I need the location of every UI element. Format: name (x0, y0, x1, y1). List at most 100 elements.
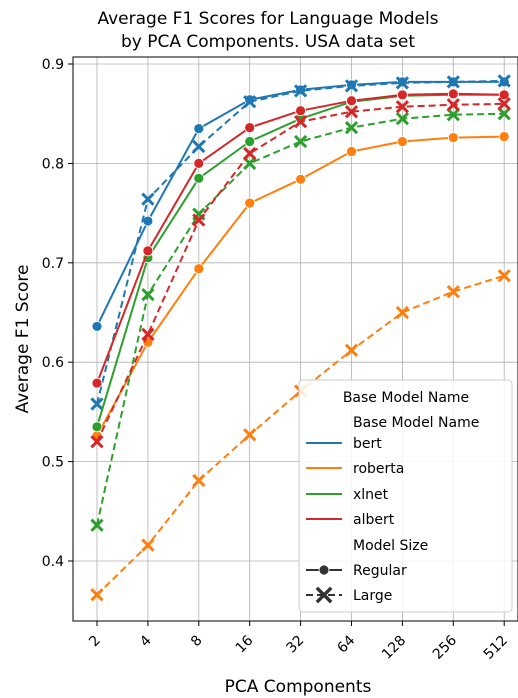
y-tick-label: 0.5 (42, 455, 64, 471)
series-roberta-regular (91, 131, 510, 442)
x-axis: 2 4 8 16 32 64 128 256 512 (86, 621, 511, 663)
legend-label-xlnet: xlnet (353, 487, 389, 503)
point-roberta-large (446, 285, 460, 299)
point-bert-regular (193, 123, 205, 135)
x-tick-label: 8 (188, 633, 206, 651)
point-bert-large (497, 74, 511, 88)
point-bert-large (293, 84, 308, 98)
point-xlnet-large (293, 134, 308, 149)
point-roberta-large (243, 428, 257, 442)
point-xlnet-regular (244, 136, 256, 147)
point-roberta-large (497, 269, 511, 283)
legend-group-model-size: Model Size (353, 538, 428, 554)
point-roberta-large (90, 588, 104, 602)
line-bert-large (96, 79, 505, 405)
legend-label-bert: bert (353, 436, 382, 452)
point-xlnet-large (344, 120, 359, 135)
series-xlnet-large (90, 107, 511, 532)
point-albert-large (446, 98, 460, 112)
x-tick-label: 64 (334, 632, 358, 656)
point-xlnet-large (497, 107, 511, 121)
y-tick-label: 0.9 (42, 57, 64, 73)
point-albert-regular (193, 157, 205, 169)
point-roberta-large (344, 343, 359, 357)
point-roberta-regular (447, 132, 459, 143)
y-axis-label: Average F1 Score (13, 265, 33, 414)
series-lines (90, 74, 511, 602)
chart-subtitle: by PCA Components. USA data set (121, 32, 415, 52)
point-albert-large (293, 115, 308, 129)
point-xlnet-large (446, 108, 460, 122)
point-xlnet-large (141, 287, 155, 302)
point-albert-regular (142, 245, 154, 257)
legend-marker-large (315, 586, 333, 604)
series-albert-large (90, 97, 511, 449)
point-bert-regular (91, 321, 103, 332)
legend-box (298, 379, 513, 613)
x-tick-label: 16 (233, 632, 257, 656)
point-albert-regular (447, 88, 459, 100)
line-xlnet-large (96, 112, 505, 526)
legend-label-regular: Regular (353, 563, 407, 579)
y-tick-label: 0.6 (42, 355, 64, 371)
x-tick-label: 256 (430, 632, 460, 662)
point-bert-large (192, 139, 206, 154)
point-albert-regular (244, 122, 256, 134)
x-tick-label: 512 (481, 633, 511, 663)
plot-area-frame (72, 56, 518, 622)
point-albert-large (344, 105, 359, 119)
point-bert-large (90, 397, 104, 411)
point-xlnet-regular (193, 172, 205, 184)
x-tick-label: 4 (137, 632, 155, 650)
series-albert-regular (91, 88, 510, 389)
point-bert-large (344, 79, 359, 93)
point-xlnet-large (243, 156, 257, 171)
point-albert-large (192, 213, 206, 227)
point-xlnet-large (395, 112, 410, 126)
legend-label-roberta: roberta (353, 461, 404, 477)
point-albert-regular (91, 377, 103, 389)
point-bert-large (446, 75, 460, 89)
y-tick-label: 0.8 (42, 156, 64, 172)
legend-label-albert: albert (353, 512, 395, 528)
point-roberta-regular (346, 146, 357, 157)
point-roberta-large (395, 305, 410, 320)
point-albert-regular (295, 105, 307, 117)
point-roberta-regular (295, 173, 307, 185)
point-albert-large (243, 146, 257, 161)
point-xlnet-regular (91, 421, 103, 433)
point-roberta-regular (396, 136, 408, 147)
x-axis-label: PCA Components (225, 677, 372, 697)
y-tick-label: 0.4 (42, 554, 64, 570)
point-bert-regular (142, 215, 154, 227)
legend-marker-regular (318, 564, 330, 576)
point-albert-large (141, 327, 155, 341)
point-bert-large (243, 95, 257, 109)
point-albert-regular (396, 89, 408, 101)
legend: Base Model Name Base Model Name bert rob… (298, 379, 513, 613)
point-albert-large (497, 97, 511, 111)
x-tick-label: 128 (379, 633, 409, 663)
point-albert-regular (346, 95, 357, 107)
legend-title: Base Model Name (343, 390, 469, 406)
point-roberta-regular (193, 263, 205, 275)
x-tick-label: 2 (86, 633, 104, 651)
legend-label-large: Large (353, 588, 392, 604)
point-albert-large (395, 100, 410, 114)
point-albert-regular (498, 89, 510, 101)
point-roberta-large (141, 538, 155, 552)
point-roberta-large (192, 473, 206, 488)
point-roberta-regular (498, 131, 510, 142)
point-bert-large (395, 76, 410, 90)
point-bert-large (141, 192, 155, 206)
legend-group-base-model: Base Model Name (353, 415, 479, 431)
x-tick-label: 32 (284, 633, 308, 657)
point-roberta-regular (244, 197, 256, 209)
y-axis: 0.4 0.5 0.6 0.7 0.8 0.9 (42, 57, 73, 570)
y-tick-label: 0.7 (42, 256, 64, 272)
chart-title: Average F1 Scores for Language Models (97, 9, 438, 29)
series-bert-large (90, 74, 511, 411)
point-albert-large (90, 435, 104, 449)
point-xlnet-large (90, 518, 104, 532)
